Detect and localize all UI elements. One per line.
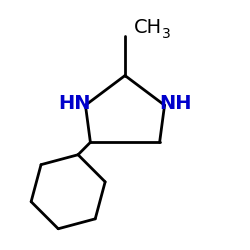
- Text: 3: 3: [162, 26, 171, 40]
- Text: CH: CH: [134, 18, 162, 37]
- Text: HN: HN: [58, 94, 90, 113]
- Text: NH: NH: [160, 94, 192, 113]
